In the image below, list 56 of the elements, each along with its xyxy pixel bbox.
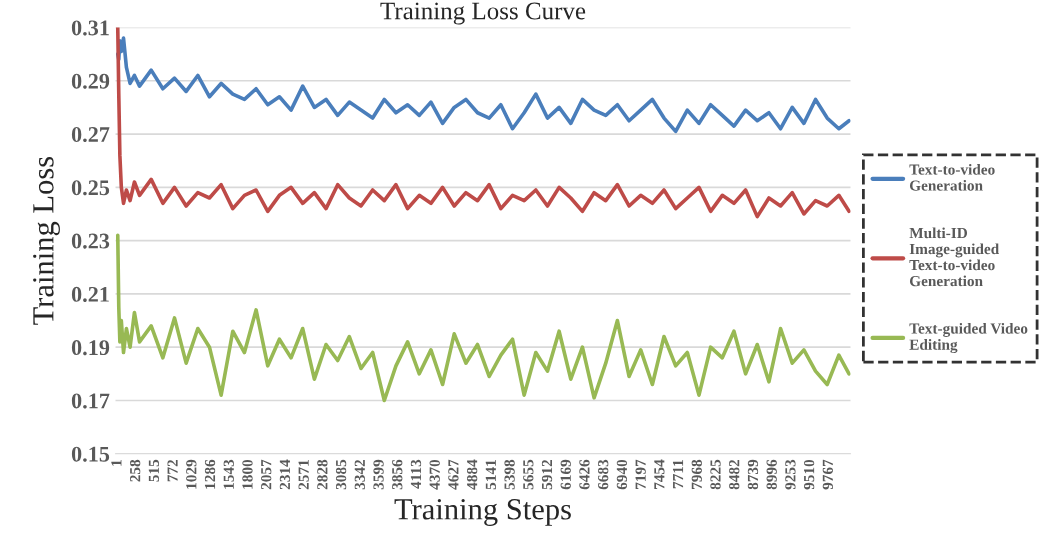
- y-tick-label: 0.17: [71, 393, 110, 409]
- y-tick-label: 0.25: [71, 180, 110, 196]
- x-tick-label: 7968: [691, 459, 702, 489]
- x-tick-label: 3856: [392, 459, 403, 490]
- x-tick-label: 3599: [373, 459, 384, 490]
- legend-label: Text-guided Video Editing: [909, 322, 1028, 354]
- x-tick-label: 6426: [579, 459, 590, 490]
- x-tick-label: 4113: [410, 459, 422, 489]
- x-tick-label: 4370: [429, 459, 440, 490]
- x-tick-label: 4627: [448, 459, 459, 490]
- x-tick-label: 515: [148, 459, 160, 482]
- y-tick-label: 0.23: [71, 233, 110, 249]
- y-tick-label: 0.31: [71, 20, 109, 36]
- x-tick-label: 772: [167, 459, 178, 482]
- x-tick-label: 2314: [279, 459, 291, 490]
- y-tick-label: 0.27: [71, 126, 110, 143]
- x-tick-label: 1543: [223, 459, 234, 489]
- x-tick-label: 5398: [504, 459, 515, 490]
- x-tick-label: 7711: [672, 460, 684, 489]
- x-tick-label: 8225: [710, 459, 721, 490]
- y-tick-label: 0.19: [71, 340, 110, 356]
- x-tick-label: 6683: [598, 459, 609, 490]
- x-axis-title: Training Steps: [394, 499, 571, 526]
- x-tick-label: 8996: [766, 459, 777, 490]
- legend-label: Multi-ID Image-guided Text-to-video Generation: [909, 227, 1000, 287]
- y-axis-title: Training Loss: [33, 156, 60, 325]
- x-tick-label: 258: [129, 459, 141, 482]
- x-tick-label: 2057: [261, 459, 272, 490]
- x-tick-label: 7197: [635, 459, 646, 489]
- x-tick-label: 8739: [747, 459, 759, 490]
- x-tick-label: 8482: [729, 459, 740, 490]
- chart-title: Training Loss Curve: [380, 2, 586, 25]
- x-tick-label: 5912: [541, 459, 553, 490]
- x-tick-label: 3085: [335, 459, 347, 490]
- x-tick-label: 1029: [186, 459, 197, 489]
- x-tick-label: 6169: [560, 459, 571, 490]
- x-tick-label: 1286: [204, 459, 216, 489]
- x-tick-label: 9253: [785, 459, 796, 490]
- x-tick-label: 9767: [822, 459, 833, 490]
- x-tick-label: 5655: [523, 459, 534, 490]
- x-tick-label: 1: [111, 460, 122, 466]
- x-tick-label: 6940: [616, 459, 628, 490]
- x-tick-label: 5141: [485, 460, 496, 490]
- x-tick-label: 2571: [298, 460, 309, 490]
- x-tick-label: 7454: [654, 459, 665, 489]
- x-tick-label: 2828: [317, 459, 328, 490]
- x-tick-label: 1800: [242, 459, 253, 489]
- y-tick-label: 0.21: [71, 286, 109, 302]
- line-series: [115, 27, 851, 219]
- x-tick-label: 4884: [466, 459, 478, 490]
- line-series: [115, 233, 851, 403]
- x-tick-label: 9510: [803, 459, 815, 490]
- legend-label: Text-to-video Generation: [909, 163, 995, 191]
- x-tick-label: 3342: [354, 459, 365, 490]
- y-tick-label: 0.29: [71, 73, 110, 89]
- y-tick-label: 0.15: [71, 446, 110, 462]
